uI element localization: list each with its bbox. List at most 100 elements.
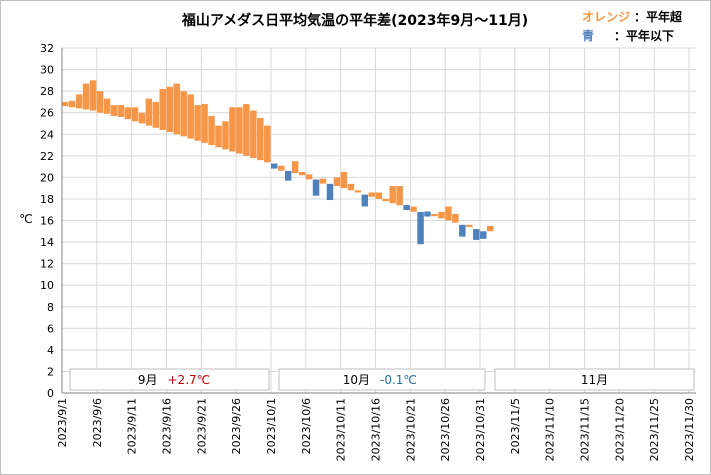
anomaly-bar <box>201 104 208 143</box>
anomaly-bar <box>431 214 438 217</box>
x-tick-label: 2023/10/21 <box>404 398 417 461</box>
anomaly-bar <box>459 224 466 237</box>
x-tick-label: 2023/11/30 <box>683 398 696 461</box>
x-tick-label: 2023/9/26 <box>230 398 243 454</box>
anomaly-bar <box>333 177 341 186</box>
anomaly-bar <box>138 112 146 124</box>
anomaly-bar <box>159 88 167 130</box>
anomaly-bar <box>368 192 376 197</box>
legend-text-below: ：平年以下 <box>614 28 674 43</box>
anomaly-bar <box>277 165 285 171</box>
x-tick-label: 2023/11/5 <box>509 398 522 454</box>
month-box <box>278 368 486 391</box>
anomaly-bar <box>124 107 132 120</box>
anomaly-bar <box>264 125 271 163</box>
x-tick-label: 2023/10/31 <box>474 398 487 461</box>
anomaly-bar <box>410 206 417 212</box>
x-tick-label: 2023/10/16 <box>370 398 383 461</box>
month-name: 11月 <box>581 373 608 387</box>
anomaly-bar <box>473 229 480 240</box>
x-tick-label: 2023/9/16 <box>161 398 174 454</box>
anomaly-bar <box>403 205 410 211</box>
y-tick-label: 8 <box>47 301 54 314</box>
anomaly-bar <box>208 115 215 146</box>
legend-label-above: オレンジ <box>582 10 630 24</box>
anomaly-bar <box>305 174 313 180</box>
anomaly-bar <box>452 214 459 223</box>
anomaly-bar <box>75 94 83 109</box>
month-anomaly: -0.1℃ <box>380 373 417 387</box>
anomaly-bar <box>291 161 299 174</box>
anomaly-bar <box>236 107 243 154</box>
x-tick-label: 2023/9/1 <box>56 398 69 447</box>
anomaly-bar <box>347 183 355 191</box>
anomaly-bar <box>96 91 104 113</box>
y-tick-label: 0 <box>47 387 54 400</box>
anomaly-bar <box>62 101 69 107</box>
anomaly-bar <box>229 107 236 152</box>
anomaly-bar <box>326 183 334 201</box>
anomaly-bar <box>382 198 389 202</box>
x-tick-label: 2023/10/26 <box>439 398 452 461</box>
y-axis-label: ℃ <box>19 212 32 226</box>
anomaly-bar <box>284 170 292 181</box>
anomaly-bar <box>340 171 348 189</box>
anomaly-bar <box>222 121 229 150</box>
anomaly-bar <box>82 83 90 110</box>
anomaly-bar <box>312 179 320 196</box>
month-name: 9月 <box>138 373 158 387</box>
y-tick-label: 26 <box>40 107 54 120</box>
chart-title: 福山アメダス日平均気温の平年差(2023年9月～11月) <box>181 12 528 29</box>
y-tick-label: 20 <box>40 171 54 184</box>
anomaly-bar <box>145 98 153 126</box>
anomaly-bar <box>361 194 369 207</box>
anomaly-bar <box>486 225 494 232</box>
y-tick-label: 10 <box>40 279 54 292</box>
y-tick-label: 32 <box>40 42 54 55</box>
anomaly-bar <box>424 211 431 217</box>
anomaly-bar <box>243 104 250 156</box>
y-tick-label: 14 <box>40 236 54 249</box>
month-summary-boxes: 9月 +2.7℃ 10月 -0.1℃ 11月 <box>69 368 695 391</box>
anomaly-bars <box>62 80 494 245</box>
anomaly-bar <box>215 125 222 148</box>
y-tick-label: 16 <box>40 215 54 228</box>
anomaly-bar <box>396 186 403 206</box>
anomaly-bar <box>89 80 97 111</box>
legend-label-below: 青 <box>582 28 594 43</box>
y-tick-label: 2 <box>47 365 54 378</box>
anomaly-bar <box>271 163 278 169</box>
anomaly-bar <box>298 171 306 176</box>
axes <box>61 48 696 394</box>
anomaly-bar <box>131 107 139 122</box>
x-tick-label: 2023/9/11 <box>126 398 139 454</box>
anomaly-bar <box>389 186 396 204</box>
anomaly-bar <box>152 101 160 128</box>
y-tick-label: 12 <box>40 258 54 271</box>
x-tick-label: 2023/11/20 <box>613 398 626 461</box>
gridlines <box>61 47 696 394</box>
anomaly-bar <box>194 105 201 141</box>
anomaly-bar <box>117 105 125 117</box>
month-name: 10月 <box>343 373 370 387</box>
anomaly-bar <box>173 83 180 135</box>
y-tick-label: 6 <box>47 322 54 335</box>
anomaly-bar <box>110 105 118 116</box>
legend-text-above: ：平年超 <box>634 9 683 24</box>
anomaly-bar <box>103 98 111 114</box>
y-tick-label: 4 <box>47 344 54 357</box>
x-tick-label: 2023/11/10 <box>544 398 557 461</box>
anomaly-bar <box>438 211 445 219</box>
month-box <box>69 368 270 391</box>
x-tick-labels: 2023/9/1 2023/9/6 2023/9/11 2023/9/16 2023/9… <box>56 398 696 461</box>
anomaly-bar <box>445 206 452 221</box>
anomaly-bar <box>375 192 382 199</box>
anomaly-bar <box>480 231 487 239</box>
month-anomaly: +2.7℃ <box>168 373 211 387</box>
x-tick-label: 2023/9/6 <box>91 398 104 447</box>
x-tick-label: 2023/9/21 <box>195 398 208 454</box>
y-tick-label: 18 <box>40 193 54 206</box>
